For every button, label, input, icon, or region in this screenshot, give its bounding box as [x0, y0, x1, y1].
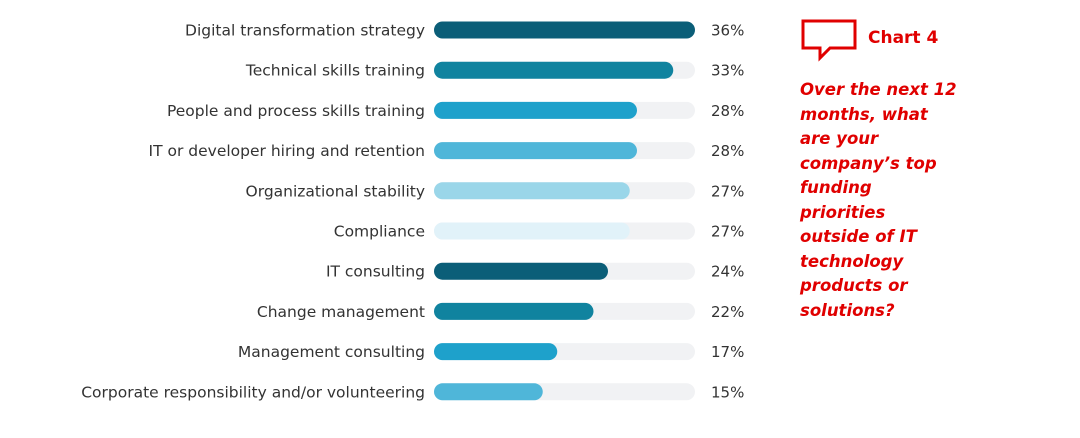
value-label: 36%: [711, 22, 744, 40]
category-label: Technical skills training: [245, 62, 425, 80]
chart-tag: Chart 4: [800, 18, 990, 62]
category-label: Change management: [257, 303, 425, 321]
bar: [434, 61, 674, 79]
value-label: 17%: [711, 343, 744, 361]
bar: [434, 383, 543, 401]
chart-question: Over the next 12 months, what are your c…: [800, 80, 957, 320]
category-label: Digital transformation strategy: [185, 22, 425, 40]
value-label: 27%: [711, 223, 744, 241]
category-label: People and process skills training: [167, 102, 425, 120]
bar: [434, 182, 630, 200]
bar: [434, 262, 608, 280]
value-label: 28%: [711, 142, 744, 160]
value-label: 24%: [711, 263, 744, 281]
category-label: Corporate responsibility and/or voluntee…: [81, 383, 425, 401]
chart-sidebar: Chart 4 Over the next 12 months, what ar…: [800, 18, 990, 323]
category-label: Organizational stability: [246, 182, 425, 200]
chart-tag-label: Chart 4: [868, 28, 939, 48]
category-label: IT consulting: [326, 263, 425, 281]
bar: [434, 101, 637, 119]
value-label: 27%: [711, 182, 744, 200]
category-label: Compliance: [334, 223, 425, 241]
bar: [434, 222, 630, 240]
bar: [434, 343, 558, 361]
speech-bubble-icon: [801, 19, 857, 62]
value-label: 22%: [711, 303, 744, 321]
bar-chart: Digital transformation strategy 36% Techni…: [81, 21, 744, 401]
bar: [434, 302, 594, 320]
value-label: 33%: [711, 62, 744, 80]
bar: [434, 21, 695, 39]
category-label: Management consulting: [238, 343, 425, 361]
value-label: 28%: [711, 102, 744, 120]
bar: [434, 142, 637, 160]
value-label: 15%: [711, 383, 744, 401]
category-label: IT or developer hiring and retention: [149, 142, 425, 160]
